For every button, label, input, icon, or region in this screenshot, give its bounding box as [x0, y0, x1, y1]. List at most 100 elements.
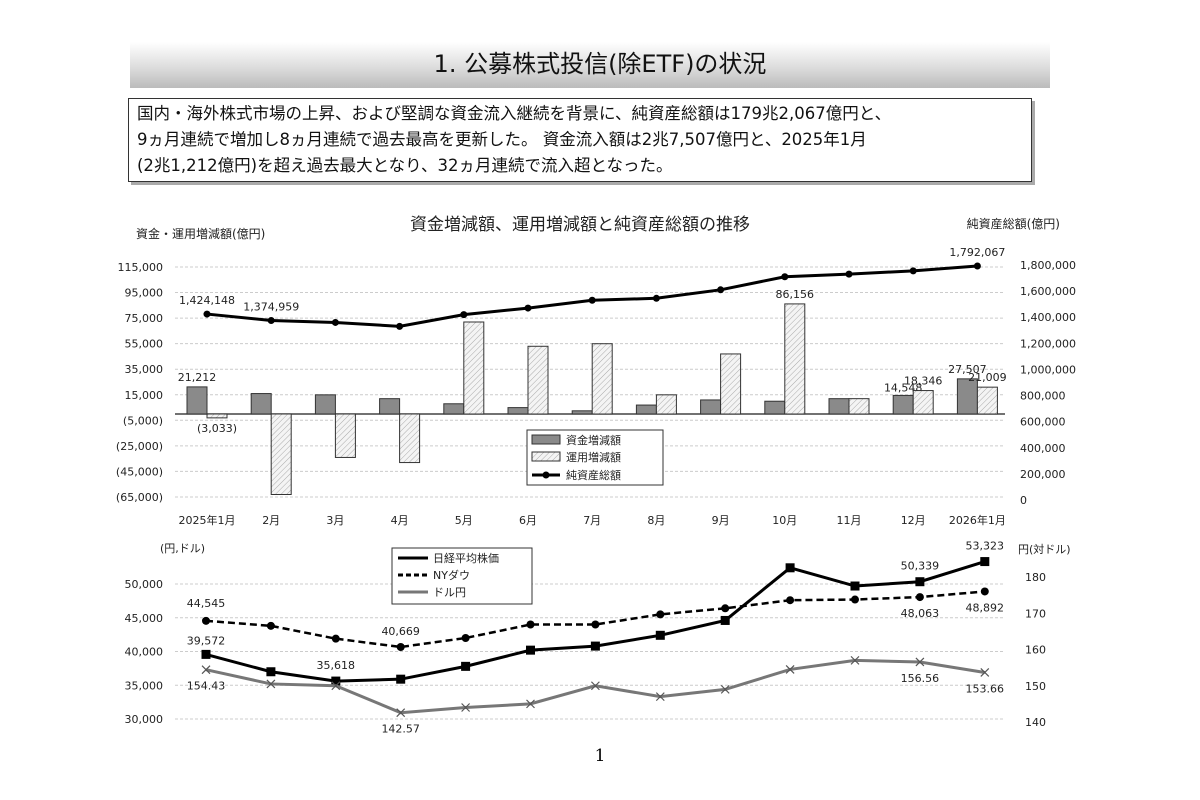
operating-change-bar	[655, 394, 677, 415]
operating-change-bar	[270, 413, 292, 496]
net-assets-point	[588, 296, 596, 304]
ny-dow-point	[331, 634, 340, 643]
usdjpy-point	[720, 684, 730, 694]
operating-change-bar	[591, 343, 613, 415]
operating-change-bar	[912, 390, 934, 415]
net-assets-label: 1,374,959	[243, 300, 299, 313]
usdjpy-label: 153.66	[966, 682, 1005, 695]
ny-dow-point	[915, 593, 924, 602]
legend-marker	[542, 471, 550, 479]
fund-flow-bar	[764, 400, 786, 415]
legend-swatch-fund-flow	[531, 434, 561, 445]
operating-change-bar	[784, 303, 806, 415]
usdjpy-point	[526, 699, 535, 709]
operating-change-label: 86,156	[776, 288, 815, 301]
operating-change-bar	[527, 345, 549, 415]
nikkei-point	[201, 649, 211, 659]
net-assets-point	[845, 270, 853, 278]
ny-dow-point	[526, 620, 535, 629]
nikkei-label: 50,339	[901, 560, 940, 573]
operating-change-bar	[720, 353, 742, 415]
chart-title: 資金増減額、運用増減額と純資産総額の推移	[410, 215, 750, 235]
right-tick-label: 1,800,000	[1020, 259, 1076, 272]
operating-change-label: 18,346	[904, 375, 943, 388]
usdjpy-point	[590, 681, 600, 691]
left-tick-label: (25,000)	[116, 440, 163, 453]
right-tick-label: 160	[1025, 644, 1046, 657]
nikkei-point	[915, 577, 925, 587]
net-assets-point	[267, 316, 275, 324]
operating-change-bar	[206, 413, 228, 419]
usdjpy-label: 142.57	[381, 723, 420, 736]
nikkei-point	[590, 641, 600, 651]
left-tick-label: 55,000	[125, 338, 164, 351]
nikkei-point	[526, 645, 535, 655]
fund-flow-bar	[186, 386, 208, 415]
usdjpy-point	[331, 681, 341, 691]
net-assets-point	[973, 262, 981, 270]
ny-dow-label: 48,063	[901, 607, 940, 620]
ny-dow-line	[205, 590, 985, 649]
usdjpy-point	[266, 679, 276, 689]
ny-dow-point	[656, 610, 665, 619]
left-tick-label: 35,000	[125, 363, 164, 376]
nikkei-point	[331, 676, 341, 686]
operating-change-bar	[848, 398, 870, 415]
left-tick-label: (5,000)	[123, 414, 163, 427]
operating-change-bar	[334, 413, 356, 458]
net-assets-point	[396, 322, 404, 330]
right-tick-label: 1,400,000	[1020, 311, 1076, 324]
ny-dow-label: 48,892	[966, 601, 1005, 614]
category-label: 7月	[583, 514, 601, 527]
right-tick-label: 200,000	[1020, 468, 1066, 481]
ny-dow-label: 40,669	[381, 625, 420, 638]
fund-flow-bar	[250, 393, 272, 415]
ny-dow-point	[786, 596, 795, 605]
category-label: 3月	[326, 514, 344, 527]
fund-flow-bar	[443, 403, 465, 415]
operating-change-bar	[399, 413, 421, 464]
left-tick-label: 45,000	[125, 612, 164, 625]
nikkei-label: 35,618	[317, 659, 356, 672]
right-tick-label: 600,000	[1020, 416, 1066, 429]
category-label: 6月	[519, 514, 537, 527]
usdjpy-label: 154.43	[187, 680, 226, 693]
usdjpy-point	[201, 665, 211, 675]
left-tick-label: (45,000)	[116, 465, 163, 478]
left-tick-label: 95,000	[125, 287, 164, 300]
legend-swatch-operating	[531, 451, 561, 462]
ny-dow-point	[851, 595, 859, 604]
ny-dow-point	[980, 587, 989, 596]
net-assets-point	[717, 286, 725, 294]
ny-dow-point	[591, 620, 600, 629]
right-tick-label: 140	[1025, 716, 1046, 729]
usdjpy-label: 156.56	[901, 672, 940, 685]
title-band	[130, 42, 1050, 88]
ny-dow-label: 44,545	[187, 597, 226, 610]
right-tick-label: 170	[1025, 607, 1046, 620]
left-tick-label: 15,000	[125, 389, 164, 402]
fund-flow-bar	[379, 398, 401, 415]
usdjpy-point	[980, 668, 990, 677]
left-axis-label: (円,ドル)	[160, 542, 205, 555]
nikkei-point	[396, 674, 406, 684]
usdjpy-point	[850, 655, 860, 665]
ny-dow-point	[721, 604, 730, 613]
fund-flow-label: 27,507	[948, 363, 987, 376]
operating-change-bar	[976, 386, 998, 415]
usdjpy-point	[915, 657, 925, 667]
net-assets-point	[909, 267, 917, 275]
category-label: 12月	[901, 514, 926, 527]
left-tick-label: 50,000	[125, 578, 164, 591]
nikkei-point	[785, 563, 795, 573]
usdjpy-point	[461, 703, 471, 712]
legend-label: NYダウ	[433, 568, 470, 582]
nikkei-label: 39,572	[187, 634, 226, 647]
left-tick-label: 75,000	[125, 312, 164, 325]
nikkei-point	[266, 667, 276, 677]
right-tick-label: 0	[1020, 494, 1027, 507]
category-label: 4月	[391, 514, 409, 527]
legend-label: 運用増減額	[566, 450, 621, 464]
category-label: 2月	[262, 514, 280, 527]
